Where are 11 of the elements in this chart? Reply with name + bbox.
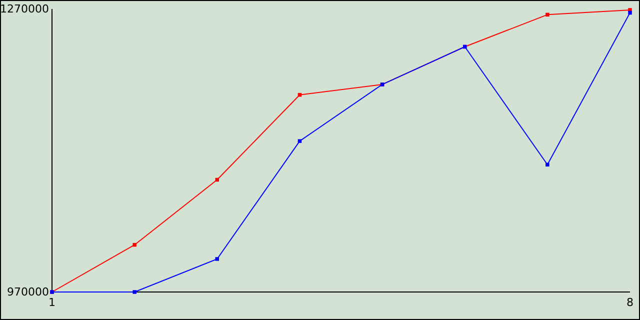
point (132, 290, 136, 294)
x-tick-label: 1 (48, 296, 56, 309)
point (628, 10, 632, 15)
point (132, 242, 136, 247)
point (546, 12, 550, 17)
y-tick-label: 1270000 (0, 2, 49, 16)
y-tick-label: 970000 (7, 286, 49, 298)
point (546, 162, 550, 167)
point (298, 139, 302, 143)
x-tick-label: 8 (626, 296, 634, 309)
point (215, 257, 220, 261)
